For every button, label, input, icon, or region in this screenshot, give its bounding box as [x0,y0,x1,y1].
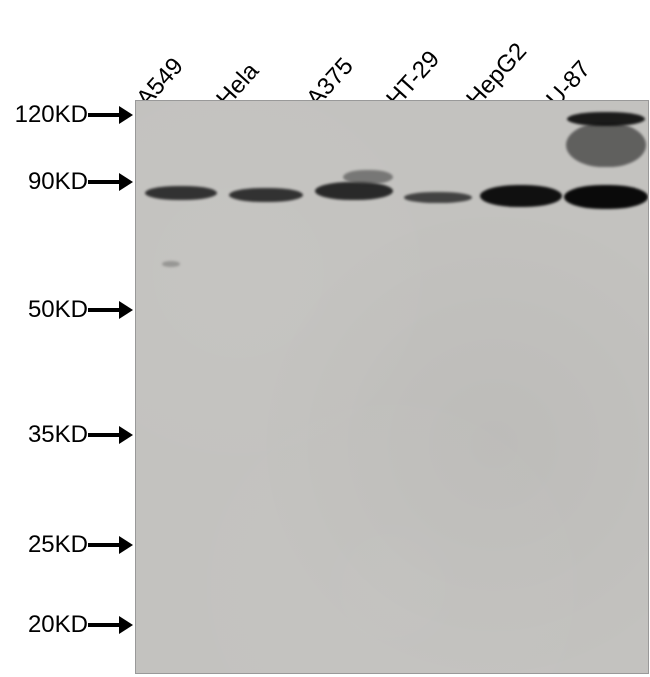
arrow-right-icon [88,103,133,127]
arrow-right-icon [88,423,133,447]
mw-marker-label: 50KD [0,296,88,324]
mw-marker-label: 20KD [0,611,88,639]
arrow-right-icon [88,613,133,637]
arrow-right-icon [88,170,133,194]
arrow-right-icon [88,298,133,322]
mw-marker: 90KD [0,168,133,196]
blot-artifact [162,261,180,267]
mw-marker-label: 35KD [0,421,88,449]
blot-band [564,185,648,209]
mw-marker-label: 120KD [0,101,88,129]
molecular-weight-axis: 120KD 90KD 50KD 35KD 25KD 20KD [0,0,135,677]
blot-band [145,186,217,200]
mw-marker: 20KD [0,611,133,639]
blot-band [567,112,645,126]
blot-band [566,123,646,167]
blot-band [480,185,562,207]
blot-band [315,182,393,200]
blot-band [229,188,303,202]
blot-membrane [135,100,649,674]
mw-marker: 35KD [0,421,133,449]
blot-band [343,170,393,184]
arrow-right-icon [88,533,133,557]
mw-marker-label: 25KD [0,531,88,559]
mw-marker: 120KD [0,101,133,129]
blot-band [404,192,472,203]
western-blot-figure: 120KD90KD50KD35KD25KD20KD A549HelaA375HT… [0,0,650,677]
mw-marker: 50KD [0,296,133,324]
mw-marker: 25KD [0,531,133,559]
mw-marker-label: 90KD [0,168,88,196]
